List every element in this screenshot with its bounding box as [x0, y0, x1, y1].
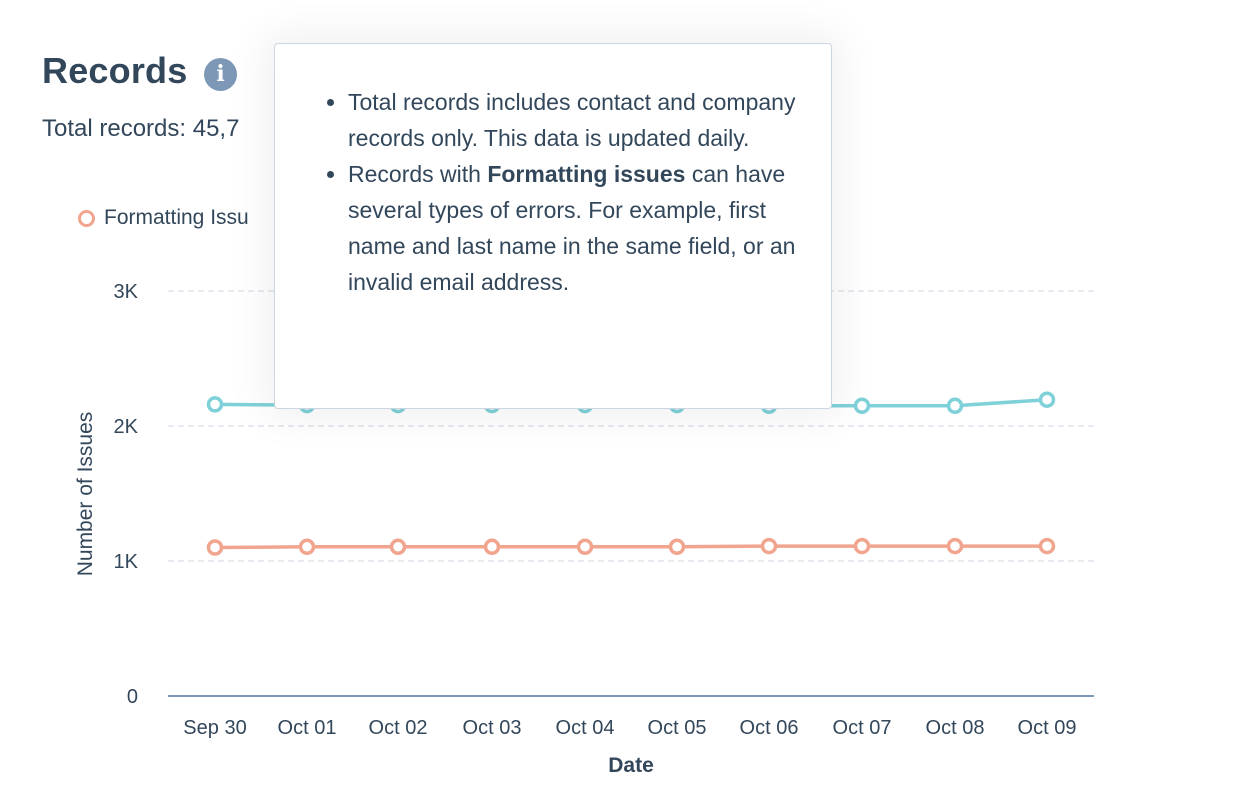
y-axis-ticks: 0 1K 2K 3K: [114, 281, 139, 708]
tooltip-bullet-2: Records with Formatting issues can have …: [348, 156, 808, 300]
info-icon[interactable]: i: [204, 58, 237, 91]
y-tick-label: 3K: [114, 281, 139, 303]
data-point[interactable]: [206, 396, 224, 413]
x-tick-label: Oct 02: [369, 717, 428, 739]
data-point[interactable]: [1038, 391, 1056, 408]
x-tick-label: Sep 30: [183, 717, 246, 739]
legend-item-formatting-issues[interactable]: Formatting Issu: [78, 206, 249, 230]
legend-marker-icon: [78, 209, 95, 227]
data-point[interactable]: [298, 538, 316, 556]
data-point[interactable]: [853, 397, 871, 415]
x-tick-label: Oct 04: [556, 717, 615, 739]
x-tick-label: Oct 03: [463, 717, 522, 739]
y-tick-label: 0: [127, 686, 138, 708]
data-point[interactable]: [576, 538, 594, 556]
data-series: [206, 391, 1056, 556]
x-tick-label: Oct 06: [740, 717, 799, 739]
data-point[interactable]: [389, 538, 407, 556]
x-tick-label: Oct 01: [278, 717, 337, 739]
data-point[interactable]: [1038, 537, 1056, 555]
y-tick-label: 1K: [114, 551, 139, 573]
data-point[interactable]: [946, 537, 964, 555]
tooltip-bullet-1: Total records includes contact and compa…: [348, 84, 808, 156]
legend-label: Formatting Issu: [104, 206, 249, 229]
total-records: Total records: 45,7: [42, 115, 240, 142]
x-axis-title: Date: [608, 754, 654, 777]
info-tooltip: Total records includes contact and compa…: [274, 43, 832, 409]
data-point[interactable]: [206, 539, 224, 556]
data-point[interactable]: [483, 538, 501, 556]
data-point[interactable]: [946, 397, 964, 415]
y-tick-label: 2K: [114, 416, 139, 438]
data-point[interactable]: [668, 538, 686, 556]
x-tick-label: Oct 09: [1018, 717, 1077, 739]
y-axis-title: Number of Issues: [74, 412, 97, 577]
data-point[interactable]: [760, 537, 778, 555]
x-tick-label: Oct 07: [833, 717, 892, 739]
data-point[interactable]: [853, 537, 871, 555]
tooltip-list: Total records includes contact and compa…: [275, 84, 808, 300]
x-tick-label: Oct 05: [648, 717, 707, 739]
series-formatting-issues: [206, 537, 1056, 556]
x-axis-ticks: Sep 30 Oct 01 Oct 02 Oct 03 Oct 04 Oct 05 Oct …: [183, 717, 1076, 739]
x-tick-label: Oct 08: [926, 717, 985, 739]
page-title: Records: [42, 50, 188, 91]
